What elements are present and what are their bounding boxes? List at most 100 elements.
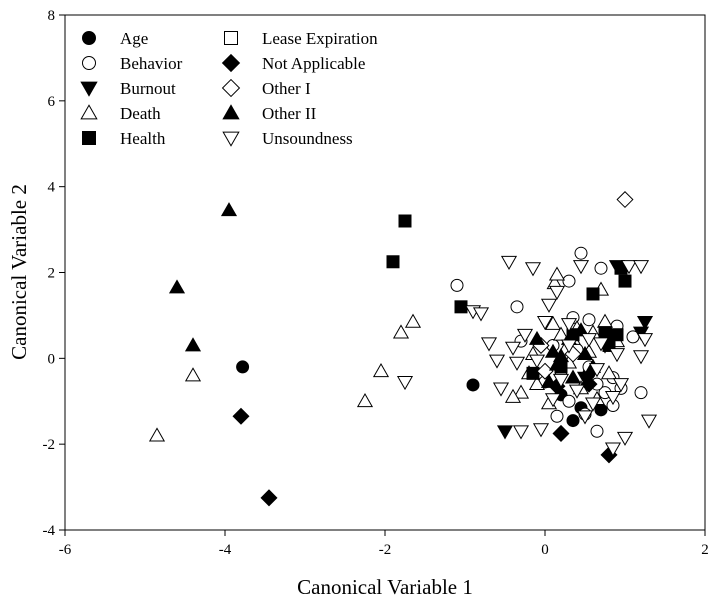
point-unsoundness xyxy=(480,337,498,352)
point-other-ii xyxy=(220,202,238,217)
point-unsoundness xyxy=(488,354,506,369)
point-unsoundness xyxy=(536,315,554,331)
point-unsoundness xyxy=(616,431,634,446)
legend-label-other-i: Other I xyxy=(262,79,311,98)
point-unsoundness xyxy=(632,350,650,365)
point-unsoundness xyxy=(576,410,594,425)
legend-label-unsoundness: Unsoundness xyxy=(262,129,353,148)
y-tick-label: 2 xyxy=(48,266,56,282)
legend-label-lease-expiration: Lease Expiration xyxy=(262,29,378,48)
legend-label-health: Health xyxy=(120,129,166,148)
point-other-ii xyxy=(576,345,594,360)
point-death xyxy=(600,365,618,380)
legend-marker-lease-expiration xyxy=(224,31,238,45)
point-behavior xyxy=(634,386,648,400)
legend-label-burnout: Burnout xyxy=(120,79,176,98)
point-other-ii xyxy=(184,337,202,352)
point-not-applicable xyxy=(260,489,278,507)
point-other-ii xyxy=(540,373,558,388)
point-unsoundness xyxy=(516,328,534,343)
legend-label-not-applicable: Not Applicable xyxy=(262,54,365,73)
point-behavior xyxy=(550,409,564,423)
y-tick-label: 4 xyxy=(48,180,56,196)
point-other-i xyxy=(616,191,634,209)
point-other-ii xyxy=(548,356,566,371)
x-tick-label: 2 xyxy=(701,542,709,558)
y-tick-label: 0 xyxy=(48,351,56,367)
point-not-applicable xyxy=(232,407,250,425)
point-unsoundness xyxy=(552,373,570,388)
point-health xyxy=(398,214,412,228)
legend: Age Behavior Burnout Death Health Lease Expir… xyxy=(80,29,378,148)
point-behavior xyxy=(510,300,524,314)
legend-marker-behavior xyxy=(82,56,96,70)
legend-marker-health xyxy=(82,131,96,145)
point-burnout xyxy=(636,315,654,331)
point-unsoundness xyxy=(540,298,558,313)
point-unsoundness xyxy=(548,285,566,301)
point-age xyxy=(594,403,608,417)
y-tick-label: -2 xyxy=(43,437,56,453)
point-unsoundness xyxy=(532,423,550,438)
point-health xyxy=(526,366,540,380)
legend-label-other-ii: Other II xyxy=(262,104,317,123)
point-unsoundness xyxy=(584,397,602,412)
y-axis-title: Canonical Variable 2 xyxy=(7,184,31,360)
point-behavior xyxy=(562,274,576,288)
point-death xyxy=(552,326,570,341)
point-death xyxy=(372,363,390,378)
legend-marker-other-ii xyxy=(222,104,240,120)
point-unsoundness xyxy=(588,363,606,378)
point-health xyxy=(454,300,468,314)
point-death xyxy=(528,375,546,390)
point-unsoundness xyxy=(580,333,598,348)
point-death xyxy=(392,324,410,339)
point-unsoundness xyxy=(528,354,546,369)
point-age xyxy=(466,378,480,392)
point-unsoundness xyxy=(568,384,586,399)
point-death xyxy=(548,266,566,281)
point-unsoundness xyxy=(504,341,522,356)
point-unsoundness xyxy=(640,414,658,429)
point-death xyxy=(504,388,522,403)
y-tick-label: 8 xyxy=(48,8,56,24)
point-unsoundness xyxy=(592,337,610,352)
point-health xyxy=(586,287,600,301)
point-unsoundness xyxy=(560,339,578,354)
x-axis-title: Canonical Variable 1 xyxy=(297,575,473,599)
point-unsoundness xyxy=(636,333,654,348)
point-behavior xyxy=(450,278,464,292)
point-death xyxy=(148,427,166,442)
point-not-applicable xyxy=(552,424,570,442)
legend-marker-not-applicable xyxy=(221,53,241,73)
point-unsoundness xyxy=(472,307,490,322)
point-death xyxy=(544,315,562,330)
point-unsoundness xyxy=(512,425,530,440)
data-points xyxy=(148,191,658,507)
point-burnout xyxy=(496,425,514,440)
point-unsoundness xyxy=(524,262,542,277)
point-unsoundness xyxy=(608,348,626,363)
point-health xyxy=(610,328,624,342)
point-unsoundness xyxy=(500,255,518,270)
point-other-ii xyxy=(544,343,562,358)
point-unsoundness xyxy=(560,318,578,333)
point-death xyxy=(596,313,614,328)
point-other-ii xyxy=(564,369,582,384)
point-death xyxy=(512,384,530,399)
point-other-ii xyxy=(168,279,186,294)
x-tick-label: 0 xyxy=(541,542,549,558)
legend-label-behavior: Behavior xyxy=(120,54,183,73)
point-behavior xyxy=(574,246,588,260)
point-unsoundness xyxy=(492,382,510,397)
point-health xyxy=(618,274,632,288)
x-tick-label: -6 xyxy=(59,542,72,558)
point-death xyxy=(404,313,422,328)
legend-label-age: Age xyxy=(120,29,148,48)
point-death xyxy=(184,367,202,382)
legend-marker-other-i xyxy=(221,78,241,98)
point-unsoundness xyxy=(396,376,414,391)
x-tick-label: -4 xyxy=(219,542,232,558)
point-health xyxy=(386,255,400,269)
